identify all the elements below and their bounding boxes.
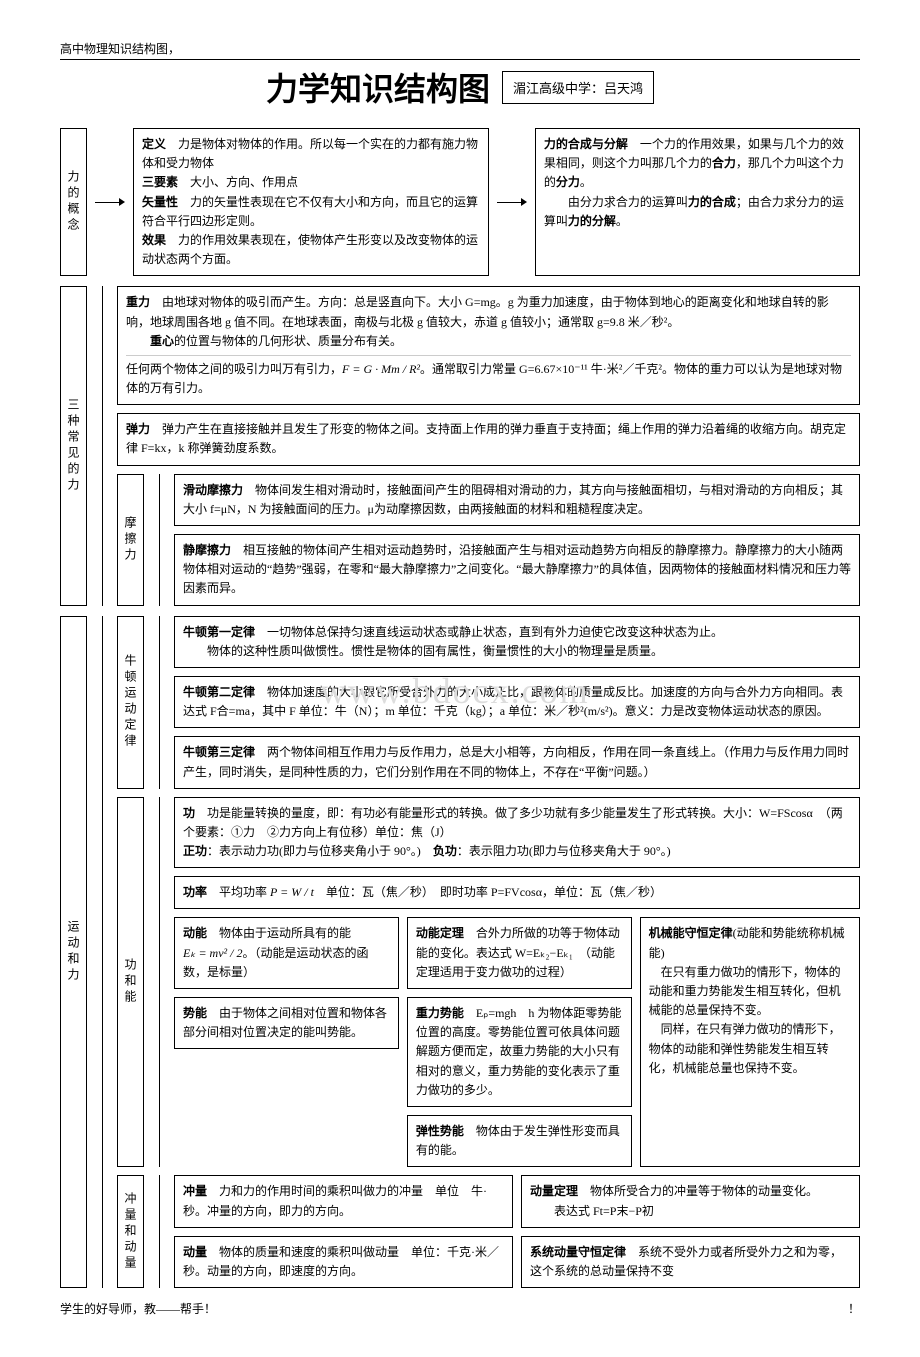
label-impulse: 冲量和动量 <box>117 1175 144 1288</box>
pe-title: 势能 <box>183 1006 207 1020</box>
work-neg-t: ：表示阻力功(即力与位移夹角大于 90°。) <box>457 844 671 858</box>
box-newton2: 牛顿第二定律 物体加速度的大小跟它所受合外力的大小成正比，跟物体的质量成反比。加… <box>174 676 860 728</box>
arrow-icon <box>497 128 527 276</box>
eff-text: 力的作用效果表现在，使物体产生形变以及改变物体的运动状态两个方面。 <box>142 233 478 266</box>
imp-title: 冲量 <box>183 1184 207 1198</box>
power-formula: P = W / t <box>270 885 314 899</box>
box-impulse: 冲量 力和力的作用时间的乘积叫做力的冲量 单位 牛·秒。冲量的方向，即力的方向。 <box>174 1175 513 1227</box>
compose-title: 力的合成与分解 <box>544 137 628 151</box>
center-title: 重心 <box>150 334 174 348</box>
work-title: 功 <box>183 806 195 820</box>
label-concept: 力的概念 <box>60 128 87 276</box>
eff-title: 效果 <box>142 233 166 247</box>
box-mech-conservation: 机械能守恒定律(动能和势能统称机械能) 在只有重力做功的情形下，物体的动能和重力… <box>640 917 860 1167</box>
ke-text: 物体由于运动所具有的能 <box>219 926 351 940</box>
label-work-energy: 功和能 <box>117 797 144 1168</box>
n3-title: 牛顿第三定律 <box>183 745 255 759</box>
grav-formula: F = G · Mm / R² <box>342 362 420 376</box>
work-pos-t: ：表示动力功(即力与位移夹角小于 90°。) <box>207 844 433 858</box>
box-newton1: 牛顿第一定律 一切物体总保持匀速直线运动状态或静止状态，直到有外力迫使它改变这种… <box>174 616 860 668</box>
gravity-title: 重力 <box>126 295 150 309</box>
compose-b2: 分力 <box>556 175 580 189</box>
author-box: 湄江高级中学：吕天鸿 <box>502 71 654 104</box>
grav-t1: 任何两个物体之间的吸引力叫万有引力， <box>126 362 342 376</box>
label-friction: 摩擦力 <box>117 474 144 606</box>
box-compose: 力的合成与分解 一个力的作用效果，如果与几个力的效果相同，则这个力叫那几个力的合… <box>535 128 860 276</box>
imp-text: 力和力的作用时间的乘积叫做力的冲量 单位 牛·秒。冲量的方向，即力的方向。 <box>183 1184 487 1217</box>
static-text: 相互接触的物体间产生相对运动趋势时，沿接触面产生与相对运动趋势方向相反的静摩擦力… <box>183 543 851 595</box>
box-power: 功率 平均功率 P = W / t 单位：瓦（焦／秒） 即时功率 P=FVcos… <box>174 876 860 909</box>
mom-title: 动量 <box>183 1245 207 1259</box>
sliding-text: 物体间发生相对滑动时，接触面间产生的阻碍相对滑动的力，其方向与接触面相切，与相对… <box>183 483 843 516</box>
ket-title: 动能定理 <box>416 926 464 940</box>
box-pe: 势能 由于物体之间相对位置和物体各部分间相对位置决定的能叫势能。 <box>174 997 399 1049</box>
compose-t5: 。 <box>616 214 628 228</box>
def-text: 力是物体对物体的作用。所以每一个实在的力都有施力物体和受力物体 <box>142 137 478 170</box>
box-newton3: 牛顿第三定律 两个物体间相互作用力与反作用力，总是大小相等，方向相反，作用在同一… <box>174 736 860 788</box>
connector <box>152 616 166 789</box>
compose-b3: 力的合成 <box>688 195 736 209</box>
label-motion: 运动和力 <box>60 616 87 1289</box>
box-sliding-friction: 滑动摩擦力 物体间发生相对滑动时，接触面间产生的阻碍相对滑动的力，其方向与接触面… <box>174 474 860 526</box>
box-ke: 动能 物体由于运动所具有的能 Eₖ = mv² / 2。（动能是运动状态的函数，… <box>174 917 399 989</box>
label-newton: 牛顿运动定律 <box>117 616 144 789</box>
main-title: 力学知识结构图 <box>266 64 490 110</box>
connector <box>95 616 109 1289</box>
connector <box>95 286 109 605</box>
mom-text: 物体的质量和速度的乘积叫做动量 单位：千克·米／秒。动量的方向，即速度的方向。 <box>183 1245 499 1278</box>
connector <box>152 797 166 1168</box>
epe-title: 弹性势能 <box>416 1124 464 1138</box>
momth-title: 动量定理 <box>530 1184 578 1198</box>
mech-title: 机械能守恒定律 <box>649 926 733 940</box>
gravity-text: 由地球对物体的吸引而产生。方向：总是竖直向下。大小 G=mg。g 为重力加速度，… <box>126 295 829 328</box>
work-text: 功是能量转换的量度，即：有功必有能量形式的转换。做了多少功就有多少能量发生了形式… <box>183 806 843 839</box>
box-static-friction: 静摩擦力 相互接触的物体间产生相对运动趋势时，沿接触面产生与相对运动趋势方向相反… <box>174 534 860 606</box>
vec-title: 矢量性 <box>142 195 178 209</box>
box-momentum-theorem: 动量定理 物体所受合力的冲量等于物体的动量变化。 表达式 Ft=P末−P初 <box>521 1175 860 1227</box>
power-title: 功率 <box>183 885 207 899</box>
connector <box>152 474 166 606</box>
ke-formula: Eₖ = mv² / 2 <box>183 946 242 960</box>
work-neg: 负功 <box>433 844 457 858</box>
center-text: 的位置与物体的几何形状、质量分布有关。 <box>174 334 402 348</box>
n1-text: 一切物体总保持匀速直线运动状态或静止状态，直到有外力迫使它改变这种状态为止。 物… <box>183 625 723 658</box>
box-work: 功 功是能量转换的量度，即：有功必有能量形式的转换。做了多少功就有多少能量发生了… <box>174 797 860 869</box>
vec-text: 力的矢量性表现在它不仅有大小和方向，而且它的运算符合平行四边形定则。 <box>142 195 478 228</box>
mech-text: (动能和势能统称机械能) 在只有重力做功的情形下，物体的动能和重力势能发生相互转… <box>649 926 845 1074</box>
elem-title: 三要素 <box>142 175 178 189</box>
n1-title: 牛顿第一定律 <box>183 625 255 639</box>
compose-b1: 合力 <box>712 156 736 170</box>
box-epe: 弹性势能 物体由于发生弹性形变而具有的能。 <box>407 1115 632 1167</box>
ke-title: 动能 <box>183 926 207 940</box>
footer-left: 学生的好导师，教——帮手！ <box>60 1300 216 1317</box>
connector <box>152 1175 166 1288</box>
power-t2: 单位：瓦（焦／秒） 即时功率 P=FVcosα，单位：瓦（焦／秒） <box>314 885 662 899</box>
n2-title: 牛顿第二定律 <box>183 685 255 699</box>
def-title: 定义 <box>142 137 166 151</box>
elastic-text: 弹力产生在直接接触并且发生了形变的物体之间。支持面上作用的弹力垂直于支持面；绳上… <box>126 422 846 455</box>
elem-text: 大小、方向、作用点 <box>190 175 298 189</box>
n3-text: 两个物体间相互作用力与反作用力，总是大小相等，方向相反，作用在同一条直线上。（作… <box>183 745 849 778</box>
pe-text: 由于物体之间相对位置和物体各部分间相对位置决定的能叫势能。 <box>183 1006 387 1039</box>
box-ke-theorem: 动能定理 合外力所做的功等于物体动能的变化。表达式 W=Eₖ₂−Eₖ₁ （动能定… <box>407 917 632 989</box>
elastic-title: 弹力 <box>126 422 150 436</box>
footer-right: ！ <box>848 1300 860 1317</box>
power-t1: 平均功率 <box>219 885 270 899</box>
gpe-title: 重力势能 <box>416 1006 464 1020</box>
compose-b4: 力的分解 <box>568 214 616 228</box>
box-momentum: 动量 物体的质量和速度的乘积叫做动量 单位：千克·米／秒。动量的方向，即速度的方… <box>174 1236 513 1288</box>
sliding-title: 滑动摩擦力 <box>183 483 243 497</box>
work-pos: 正功 <box>183 844 207 858</box>
box-momentum-conservation: 系统动量守恒定律 系统不受外力或者所受外力之和为零，这个系统的总动量保持不变 <box>521 1236 860 1288</box>
page-header: 高中物理知识结构图， <box>60 40 860 60</box>
arrow-icon <box>95 128 125 276</box>
box-elastic: 弹力 弹力产生在直接接触并且发生了形变的物体之间。支持面上作用的弹力垂直于支持面… <box>117 413 860 465</box>
label-three-forces: 三种常见的力 <box>60 286 87 605</box>
cons-title: 系统动量守恒定律 <box>530 1245 626 1259</box>
box-gpe: 重力势能 Eₚ=mgh h 为物体距零势能位置的高度。零势能位置可依具体问题解题… <box>407 997 632 1107</box>
box-gravity: 重力 由地球对物体的吸引而产生。方向：总是竖直向下。大小 G=mg。g 为重力加… <box>117 286 860 405</box>
box-concept-defs: 定义 力是物体对物体的作用。所以每一个实在的力都有施力物体和受力物体 三要素 大… <box>133 128 489 276</box>
static-title: 静摩擦力 <box>183 543 231 557</box>
n2-text: 物体加速度的大小跟它所受合外力的大小成正比，跟物体的质量成反比。加速度的方向与合… <box>183 685 843 718</box>
